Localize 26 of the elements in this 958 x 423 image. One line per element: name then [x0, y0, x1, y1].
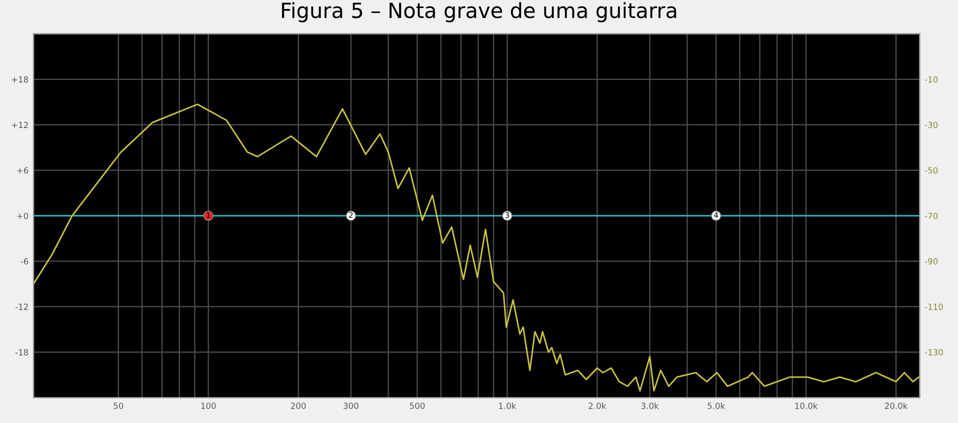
x-tick-label: 50: [114, 402, 124, 409]
x-tick-label: 5.0k: [708, 402, 726, 409]
y2-tick-label: -10: [924, 76, 938, 83]
y-tick-label: +18: [12, 76, 28, 83]
x-tick-label: 3.0k: [641, 402, 659, 409]
x-tick-label: 100: [201, 402, 216, 409]
y2-tick-label: -30: [924, 122, 938, 128]
y2-tick-label: -50: [924, 167, 938, 174]
y2-tick-label: -130: [924, 349, 943, 356]
x-tick-label: 500: [410, 402, 425, 409]
y2-tick-label: -90: [924, 258, 938, 264]
chart-title: Figura 5 – Nota grave de uma guitarra: [282, 2, 676, 22]
x-tick-label: 10.0k: [795, 402, 818, 409]
y2-tick-label: -70: [924, 212, 938, 220]
y-tick-label: +12: [12, 122, 28, 128]
y-tick-label: -18: [15, 349, 28, 356]
x-tick-label: 300: [344, 402, 358, 409]
x-tick-label: 2.0k: [588, 402, 606, 409]
x-tick-label: 20.0k: [884, 402, 908, 409]
y-tick-label: +6: [17, 167, 28, 174]
y-tick-label: -6: [20, 258, 28, 264]
y2-tick-label: -110: [924, 304, 943, 310]
y-tick-label: -12: [15, 304, 28, 310]
x-tick-label: 1.0k: [499, 402, 516, 409]
x-tick-label: 200: [290, 402, 306, 409]
y-tick-label: +0: [17, 212, 28, 220]
